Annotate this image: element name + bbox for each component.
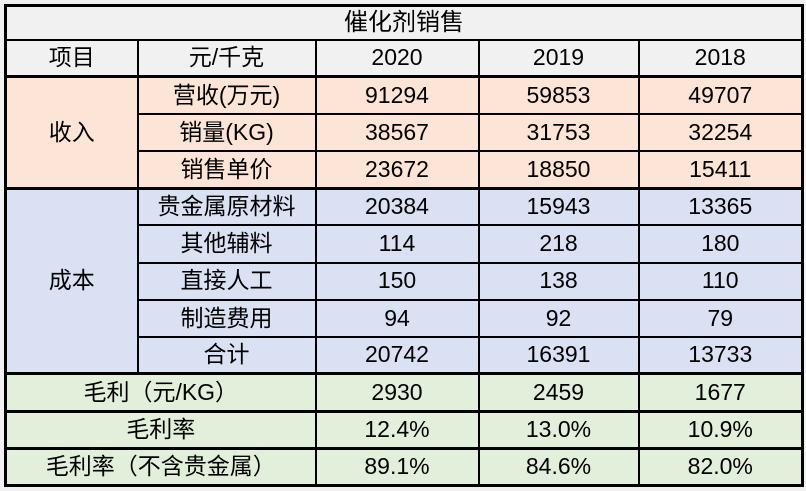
row-manufacturing-expense: 制造费用 94 92 79 [6,298,804,338]
title-row: 催化剂销售 [4,4,804,41]
row-other-materials: 其他辅料 114 218 180 [6,224,804,264]
value-cell: 15411 [637,150,804,190]
row-label: 销售单价 [136,150,317,190]
value-cell: 20742 [314,335,480,375]
value-cell: 84.6% [477,446,640,487]
value-cell: 150 [314,261,480,301]
value-cell: 13733 [637,335,804,375]
value-cell: 94 [314,298,480,338]
row-label: 销量(KG) [136,112,317,153]
value-cell: 10.9% [637,409,804,450]
row-gross-profit: 毛利（元/KG） 2930 2459 1677 [4,372,804,413]
value-cell: 91294 [314,75,480,115]
row-sales-volume: 销量(KG) 38567 31753 32254 [6,112,804,153]
value-cell: 16391 [477,335,640,375]
value-cell: 79 [637,298,804,338]
row-label: 直接人工 [136,261,317,301]
header-year-2020: 2020 [314,38,480,78]
value-cell: 92 [477,298,640,338]
row-label: 营收(万元) [136,75,317,115]
value-cell: 110 [637,261,804,301]
value-cell: 218 [477,224,640,264]
value-cell: 180 [637,224,804,264]
value-cell: 18850 [477,150,640,190]
row-revenue: 收入 营收(万元) 91294 59853 49707 [4,75,804,190]
value-cell: 59853 [477,75,640,115]
value-cell: 2459 [477,372,640,413]
value-cell: 38567 [314,112,480,153]
row-gross-margin-excl-precious-metal: 毛利率（不含贵金属） 89.1% 84.6% 82.0% [4,446,804,487]
value-cell: 32254 [637,112,804,153]
value-cell: 31753 [477,112,640,153]
header-row: 项目 元/千克 2020 2019 2018 [4,38,804,78]
table-title: 催化剂销售 [4,4,804,41]
header-year-2019: 2019 [477,38,640,78]
value-cell: 13365 [637,186,804,227]
row-cost-total: 合计 20742 16391 13733 [6,335,804,375]
value-cell: 138 [477,261,640,301]
value-cell: 23672 [314,150,480,190]
row-direct-labor: 直接人工 150 138 110 [6,261,804,301]
header-unit: 元/千克 [136,38,317,78]
section-label-income: 收入 [4,75,139,190]
value-cell: 82.0% [637,446,804,487]
value-cell: 13.0% [477,409,640,450]
row-label: 其他辅料 [136,224,317,264]
catalyst-sales-table: 催化剂销售 项目 元/千克 2020 2019 2018 收入 营收(万元) 9… [4,4,805,487]
row-label: 毛利（元/KG） [4,372,317,413]
value-cell: 89.1% [314,446,480,487]
row-precious-metal: 成本 贵金属原材料 20384 15943 13365 [4,186,804,375]
row-label: 贵金属原材料 [136,186,317,227]
row-label: 毛利率（不含贵金属） [4,446,317,487]
value-cell: 15943 [477,186,640,227]
row-label: 合计 [136,335,317,375]
header-year-2018: 2018 [637,38,804,78]
value-cell: 1677 [637,372,804,413]
row-gross-margin: 毛利率 12.4% 13.0% 10.9% [4,409,804,450]
value-cell: 114 [314,224,480,264]
value-cell: 20384 [314,186,480,227]
row-unit-price: 销售单价 23672 18850 15411 [6,150,804,190]
value-cell: 12.4% [314,409,480,450]
row-label: 制造费用 [136,298,317,338]
value-cell: 49707 [637,75,804,115]
header-item: 项目 [4,38,139,78]
value-cell: 2930 [314,372,480,413]
section-label-cost: 成本 [4,186,139,375]
row-label: 毛利率 [4,409,317,450]
